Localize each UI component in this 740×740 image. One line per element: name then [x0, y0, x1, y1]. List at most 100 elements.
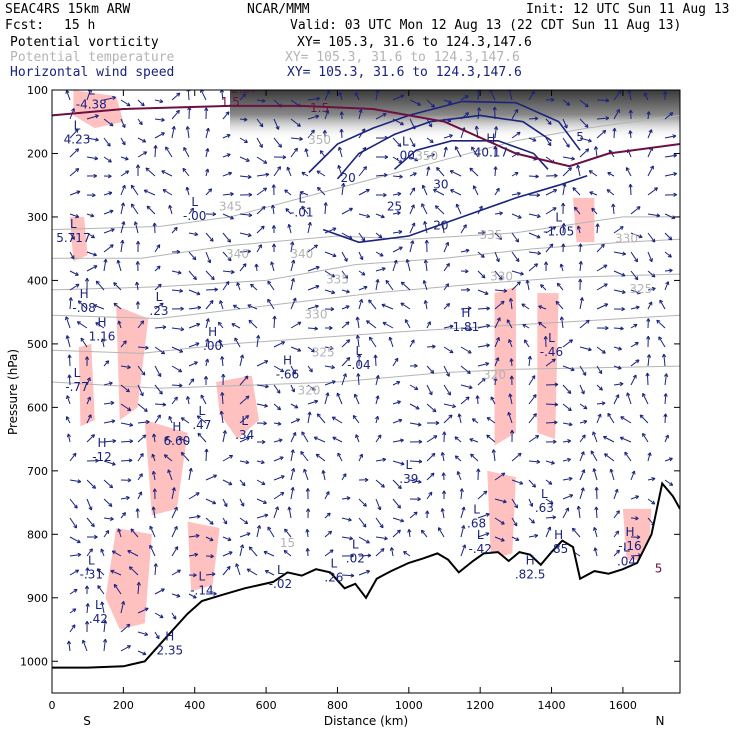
wind-vector: [171, 593, 181, 598]
wind-vector: [319, 150, 326, 158]
wind-vector: [613, 381, 624, 387]
wind-vector: [219, 300, 224, 310]
wind-vector: [613, 488, 619, 500]
wind-vector: [392, 529, 401, 538]
wind-vector: [86, 173, 98, 179]
wind-vector: [358, 213, 371, 219]
wind-vector: [403, 551, 411, 557]
wind-vector: [85, 603, 90, 614]
wind-vector: [239, 212, 253, 218]
wind-vector: [511, 232, 520, 243]
wind-vector: [120, 403, 132, 411]
contour-value-label: 330: [615, 231, 638, 245]
wind-vector: [375, 517, 384, 529]
wind-vector: [69, 479, 82, 484]
wind-vector: [646, 318, 651, 329]
wind-vector: [341, 339, 351, 348]
wind-vector: [630, 495, 640, 500]
wind-vector: [426, 452, 436, 462]
wind-vector: [579, 137, 592, 143]
wind-vector: [197, 432, 207, 443]
wind-vector: [219, 410, 224, 424]
wind-vector: [562, 156, 575, 161]
x-tick-label: 0: [49, 699, 56, 712]
wind-vector: [579, 148, 590, 158]
wind-vector: [69, 213, 80, 219]
wind-vector: [561, 223, 566, 234]
y-tick-label: 1000: [20, 655, 48, 668]
extremum-kind: L: [74, 366, 81, 380]
wind-vector: [143, 189, 156, 196]
wind-vector: [455, 203, 462, 215]
wind-vector: [494, 498, 507, 504]
wind-vector: [69, 283, 80, 291]
wind-vector: [69, 624, 76, 633]
wind-vector: [324, 289, 336, 295]
wind-vector: [273, 438, 283, 443]
wind-vector: [392, 246, 403, 253]
wind-vector: [324, 306, 335, 312]
wind-vector: [103, 137, 111, 147]
wind-vector: [239, 460, 250, 465]
wind-vector: [426, 344, 436, 349]
wind-vector: [113, 282, 122, 291]
wind-vector: [606, 189, 615, 196]
wind-vector: [256, 118, 264, 128]
wind-vector: [427, 420, 440, 426]
wind-vector: [593, 527, 598, 538]
axes: 100 200 300 400 500 600 700 800 900 1000 0 200 400 60…: [20, 84, 680, 712]
wind-vector: [250, 283, 258, 291]
pv-region-2: [78, 343, 95, 427]
wind-vector: [69, 588, 78, 595]
wind-vector: [421, 184, 428, 196]
wind-vector: [528, 90, 535, 101]
wind-vector: [222, 498, 228, 508]
contour-value-label: 5: [576, 130, 584, 144]
wind-vector: [103, 400, 115, 406]
extremum-value: 1.16: [89, 329, 116, 343]
wind-vector: [573, 206, 581, 215]
wind-vector: [341, 232, 353, 240]
wind-vector: [612, 127, 617, 139]
wind-vector: [628, 183, 633, 196]
wind-vector: [145, 167, 156, 177]
wind-vector: [120, 458, 133, 463]
wind-vector: [324, 110, 330, 120]
wind-vector: [596, 98, 610, 103]
wind-vector: [68, 297, 73, 310]
wind-vector: [205, 188, 213, 196]
wind-vector: [256, 513, 269, 519]
wind-vector: [626, 392, 632, 405]
extremum-value: -.08: [72, 301, 95, 315]
wind-vector: [103, 460, 116, 466]
y-tick-label: 700: [27, 465, 48, 478]
extremum-value: -.01: [290, 206, 313, 220]
wind-vector: [562, 439, 572, 444]
wind-vector: [256, 187, 268, 196]
wind-vector: [324, 380, 336, 386]
x-axis-label: Distance (km): [324, 714, 408, 728]
y-tick-label: 300: [27, 211, 48, 224]
wind-vector: [205, 358, 210, 367]
wind-vector: [247, 304, 258, 310]
wind-vector: [256, 525, 262, 538]
pv-region-10: [573, 197, 595, 243]
wind-vector: [555, 300, 564, 310]
wind-vector: [404, 319, 411, 329]
wind-vector: [354, 92, 360, 101]
wind-vector: [137, 607, 149, 614]
wind-vector: [239, 117, 248, 122]
wind-vector: [324, 512, 331, 519]
wind-vector: [358, 109, 363, 120]
wind-vector: [494, 317, 501, 329]
wind-vector: [84, 585, 90, 594]
wind-vector: [69, 498, 78, 509]
wind-vector: [69, 148, 80, 158]
wind-vector: [205, 474, 217, 481]
wind-vector: [528, 498, 534, 507]
wind-vector: [222, 213, 234, 220]
wind-vector: [307, 284, 320, 291]
extremum-value: -.46: [540, 345, 563, 359]
wind-vector: [460, 396, 470, 405]
wind-vector: [137, 403, 148, 412]
